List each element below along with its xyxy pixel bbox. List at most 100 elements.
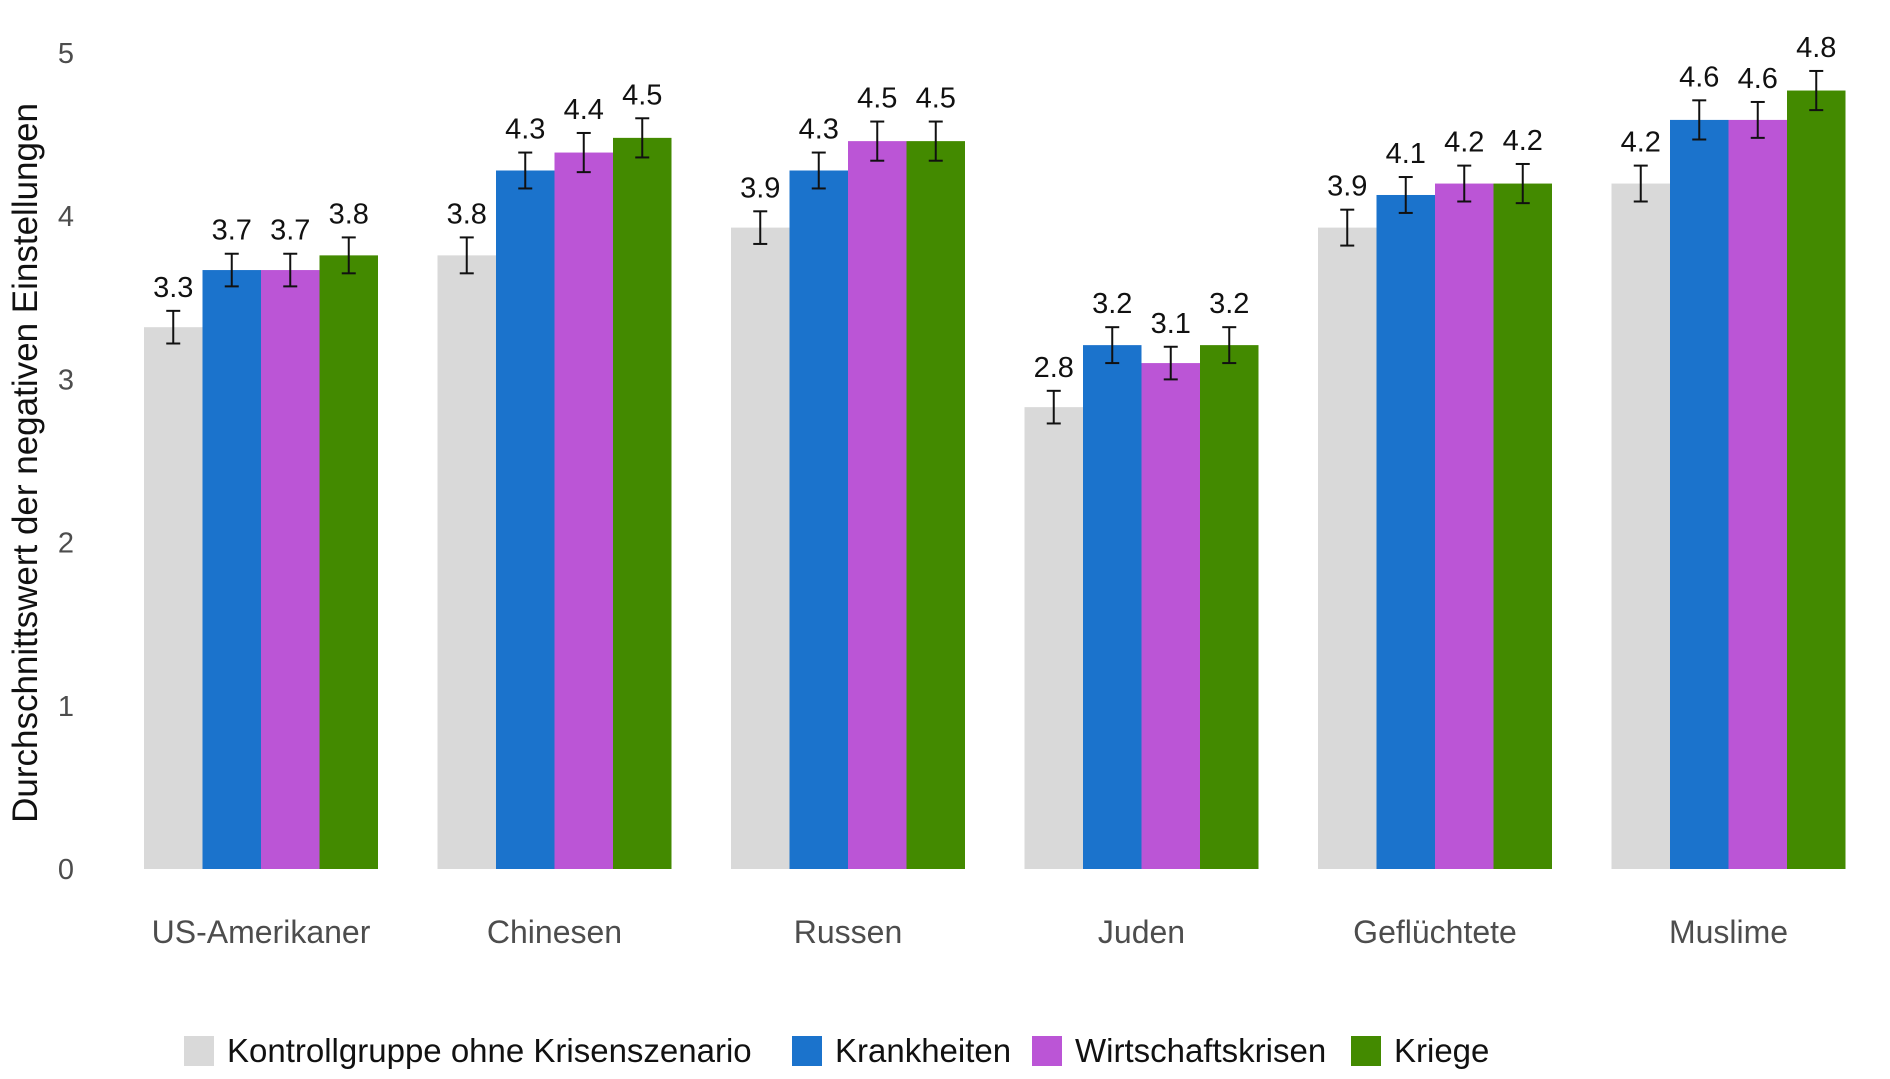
data-label: 4.5 <box>622 79 662 111</box>
error-bar <box>1222 326 1237 365</box>
x-tick-label: Chinesen <box>487 914 622 950</box>
legend-swatch <box>184 1036 214 1066</box>
legend-label: Kontrollgruppe ohne Krisenszenario <box>227 1032 752 1069</box>
legend-swatch <box>792 1036 822 1066</box>
data-label: 3.8 <box>329 198 369 230</box>
y-tick-label: 2 <box>58 528 74 560</box>
error-bar <box>1692 99 1707 141</box>
legend-item: Kriege <box>1351 1032 1489 1069</box>
error-bar <box>1457 164 1472 203</box>
x-tick-label: Juden <box>1098 914 1185 950</box>
error-bars <box>166 69 1824 425</box>
error-bar <box>1809 69 1824 112</box>
error-bar <box>166 309 181 345</box>
bar <box>1611 183 1670 869</box>
data-label: 4.2 <box>1503 125 1543 157</box>
data-label: 4.3 <box>505 114 545 146</box>
error-bar <box>1340 208 1355 247</box>
error-bar <box>283 252 298 288</box>
bar <box>1024 407 1083 869</box>
y-tick-label: 4 <box>58 201 74 233</box>
data-label: 4.5 <box>916 83 956 115</box>
data-label: 4.1 <box>1386 138 1426 170</box>
data-label: 4.8 <box>1796 32 1836 64</box>
error-bar <box>1633 164 1648 203</box>
bar <box>1435 183 1494 869</box>
bar <box>202 270 261 869</box>
data-label: 4.3 <box>799 114 839 146</box>
bar <box>1376 194 1435 869</box>
bar <box>261 270 320 869</box>
error-bar <box>928 120 943 162</box>
data-label: 4.2 <box>1444 127 1484 159</box>
bar <box>848 141 907 870</box>
y-tick-label: 5 <box>58 38 74 70</box>
bar <box>144 327 203 869</box>
data-label: 3.8 <box>447 198 487 230</box>
data-label: 2.8 <box>1034 352 1074 384</box>
error-bar <box>1163 345 1178 381</box>
x-tick-label: Russen <box>794 914 903 950</box>
error-bar <box>518 151 533 190</box>
bar <box>731 227 790 869</box>
legend-swatch <box>1032 1036 1062 1066</box>
y-axis-ticks: 0 1 2 3 4 5 <box>58 38 74 886</box>
bar <box>1200 345 1259 869</box>
x-tick-label: Geflüchtete <box>1353 914 1517 950</box>
bar <box>554 152 613 869</box>
data-label: 3.7 <box>212 215 252 247</box>
data-label: 3.9 <box>740 172 780 204</box>
data-label: 3.7 <box>270 215 310 247</box>
x-tick-label: US-Amerikaner <box>152 914 371 950</box>
bar <box>496 170 555 869</box>
legend-item: Wirtschaftskrisen <box>1032 1032 1326 1069</box>
legend-item: Krankheiten <box>792 1032 1011 1069</box>
error-bar <box>1398 176 1413 214</box>
error-bar <box>1750 100 1765 139</box>
bar <box>613 137 672 869</box>
data-label: 4.6 <box>1738 63 1778 95</box>
y-axis-label: Durchschnittswert der negativen Einstell… <box>6 103 45 823</box>
error-bar <box>224 252 239 288</box>
bar <box>906 141 965 870</box>
data-label: 3.3 <box>153 272 193 304</box>
bar <box>1083 345 1142 869</box>
data-label: 4.5 <box>857 83 897 115</box>
error-bar <box>1046 389 1061 425</box>
legend-swatch <box>1351 1036 1381 1066</box>
bar <box>319 255 378 870</box>
data-label: 4.4 <box>564 94 604 126</box>
bar <box>1728 119 1787 870</box>
y-tick-label: 3 <box>58 364 74 396</box>
y-tick-label: 1 <box>58 691 74 723</box>
error-bar <box>870 120 885 162</box>
bar <box>1141 363 1200 869</box>
error-bar <box>576 131 591 174</box>
error-bar <box>753 210 768 245</box>
legend-label: Wirtschaftskrisen <box>1075 1032 1326 1069</box>
y-tick-label: 0 <box>58 854 74 886</box>
bar <box>437 255 496 870</box>
bar <box>1787 90 1846 869</box>
bar <box>1493 183 1552 869</box>
x-tick-label: Muslime <box>1669 914 1788 950</box>
error-bar <box>635 117 650 159</box>
error-bar <box>341 236 356 275</box>
x-axis-ticks: US-Amerikaner Chinesen Russen Juden Geflücht… <box>152 914 1788 950</box>
data-label: 4.6 <box>1679 61 1719 93</box>
data-label: 3.2 <box>1209 288 1249 320</box>
bar <box>789 170 848 869</box>
error-bar <box>1515 162 1530 205</box>
bar <box>1670 119 1729 870</box>
error-bar <box>459 236 474 275</box>
data-labels: 3.3 3.7 3.7 3.8 3.8 4.3 4.4 4.5 3.9 4.3 4.5 4.5 2.8 3… <box>153 32 1836 384</box>
error-bar <box>811 151 826 190</box>
error-bar <box>1105 326 1120 365</box>
bars <box>144 90 1846 870</box>
data-label: 3.9 <box>1327 171 1367 203</box>
bar <box>1318 227 1377 869</box>
data-label: 3.1 <box>1151 308 1191 340</box>
legend-label: Kriege <box>1394 1032 1489 1069</box>
data-label: 3.2 <box>1092 288 1132 320</box>
